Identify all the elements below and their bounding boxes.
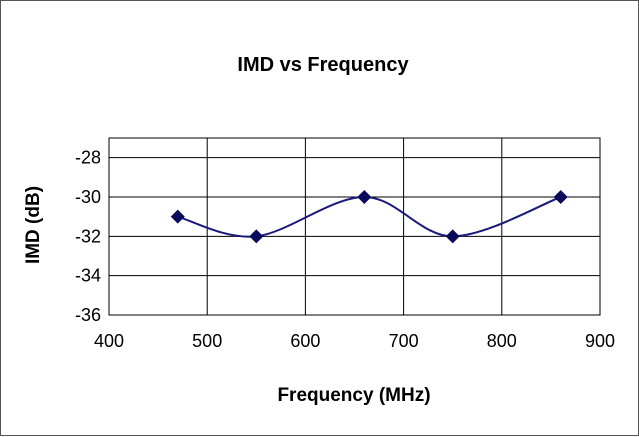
- x-tick-label: 800: [487, 331, 517, 351]
- x-axis-tick-labels: 400 500 600 700 800 900: [94, 331, 615, 351]
- data-point-marker: [170, 209, 185, 224]
- data-point-marker: [445, 229, 460, 244]
- plot-area: [108, 137, 601, 316]
- chart-title: IMD vs Frequency: [237, 54, 409, 76]
- data-point-marker: [357, 190, 372, 204]
- y-tick-label: -32: [75, 226, 101, 246]
- gridlines: [108, 138, 601, 316]
- data-markers: [170, 190, 568, 244]
- x-axis-title: Frequency (MHz): [277, 385, 430, 406]
- y-tick-label: -34: [75, 266, 101, 286]
- y-tick-label: -30: [75, 187, 101, 207]
- x-tick-label: 400: [94, 331, 124, 351]
- y-axis-title: IMD (dB): [23, 186, 44, 264]
- x-tick-label: 600: [290, 331, 320, 351]
- x-tick-label: 900: [585, 331, 615, 351]
- data-point-marker: [249, 229, 264, 244]
- series-line: [177, 195, 562, 238]
- y-tick-label: -28: [75, 148, 101, 168]
- data-point-marker: [553, 190, 568, 204]
- x-tick-label: 500: [192, 331, 222, 351]
- y-tick-label: -36: [75, 305, 101, 325]
- x-tick-label: 700: [389, 331, 419, 351]
- y-axis-tick-labels: -36 -34 -32 -30 -28: [75, 148, 101, 325]
